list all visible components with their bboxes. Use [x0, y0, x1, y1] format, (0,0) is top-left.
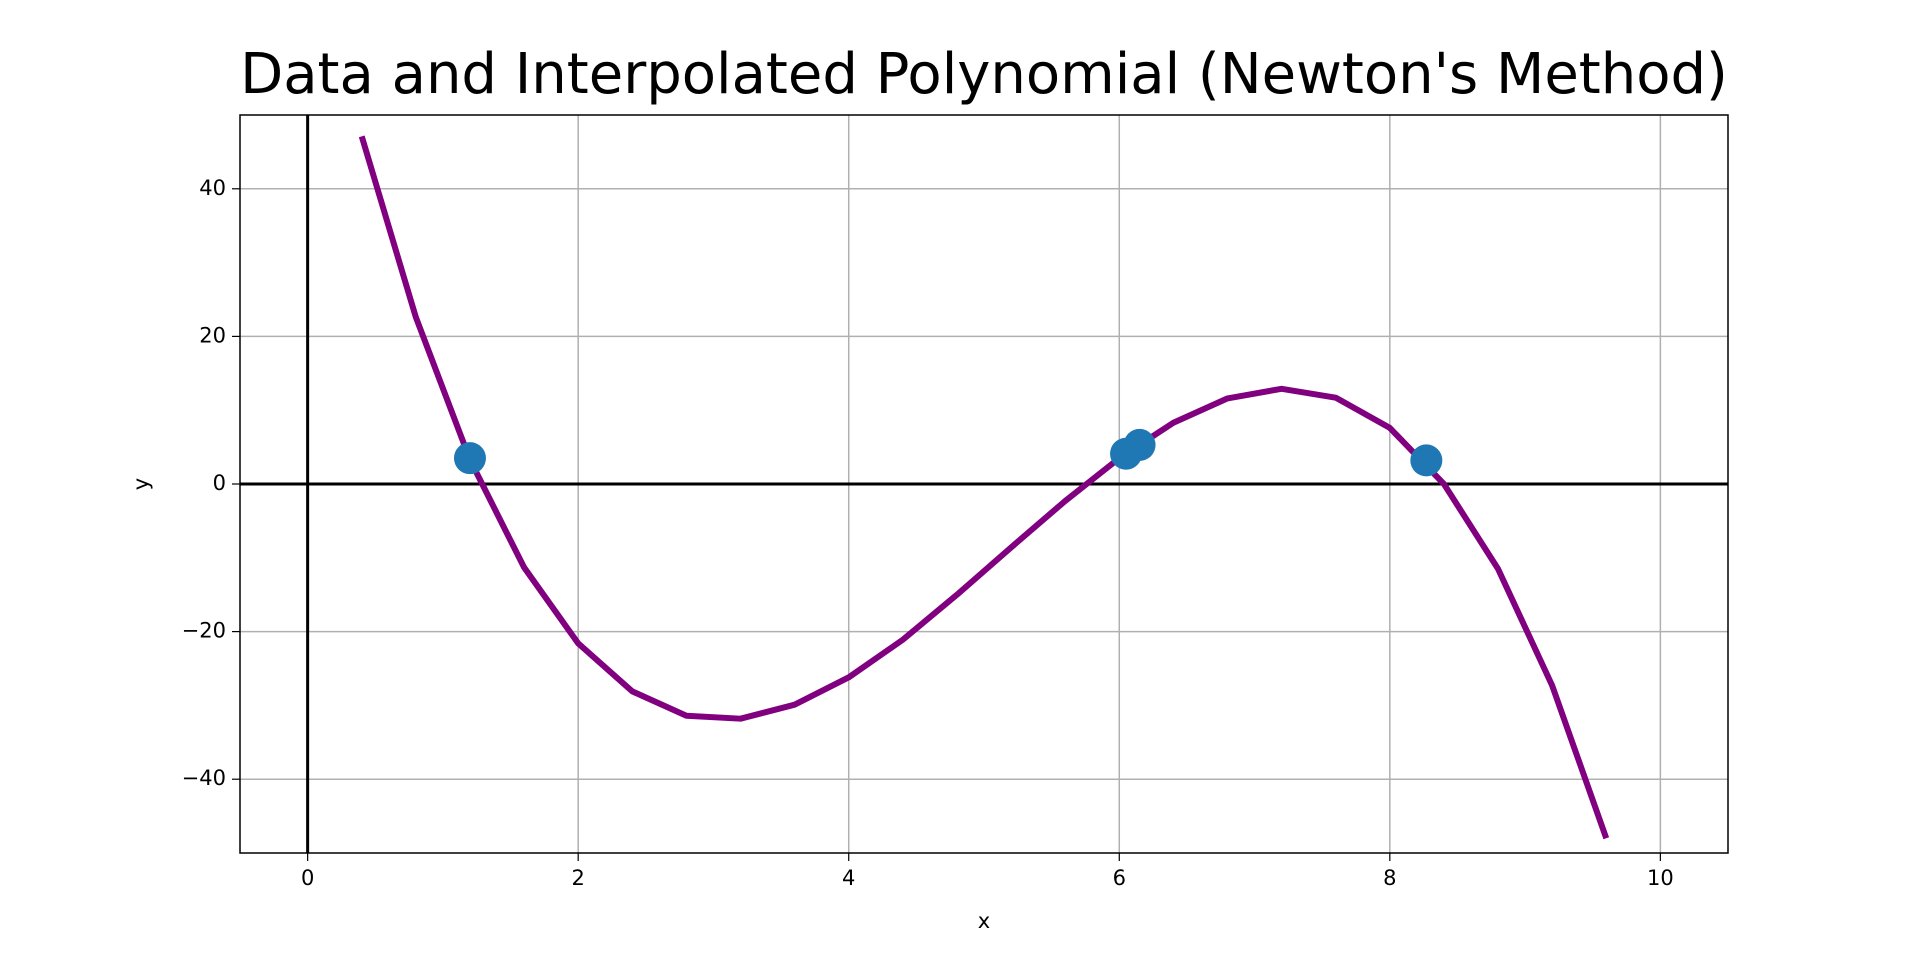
y-tick-label: 20 — [199, 323, 226, 347]
y-tick-label: 40 — [199, 176, 226, 200]
x-tick-label: 6 — [1113, 866, 1126, 890]
plot-area — [358, 135, 1610, 840]
y-tick-label: 0 — [213, 471, 226, 495]
x-tick-label: 2 — [571, 866, 584, 890]
y-axis-label: y — [129, 478, 153, 490]
x-tick-label: 0 — [301, 866, 314, 890]
x-axis-label: x — [978, 909, 990, 933]
x-tick-label: 4 — [842, 866, 855, 890]
plot-frame — [239, 114, 1729, 854]
x-tick-label: 10 — [1647, 866, 1674, 890]
data-point — [453, 442, 486, 475]
chart-title: Data and Interpolated Polynomial (Newton… — [240, 42, 1728, 107]
data-point — [1123, 428, 1156, 461]
y-tick-label: −20 — [182, 619, 226, 643]
data-point — [1410, 444, 1443, 477]
curve — [358, 135, 1610, 840]
y-tick-label: −40 — [182, 766, 226, 790]
x-tick-label: 8 — [1383, 866, 1396, 890]
